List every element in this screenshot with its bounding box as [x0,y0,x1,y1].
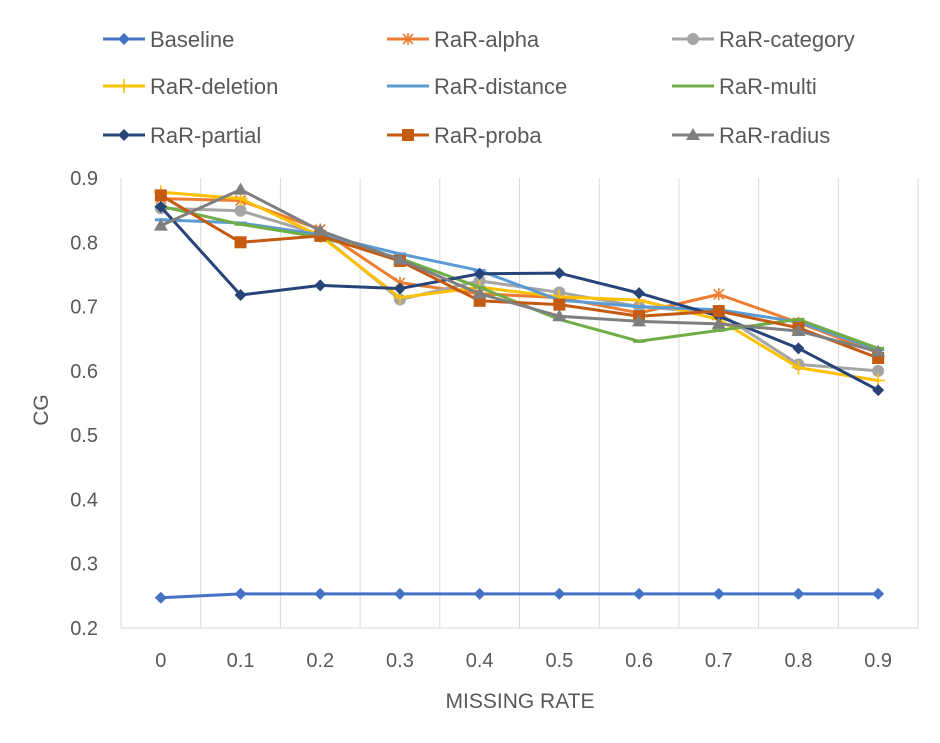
legend-item-rar-multi: RaR-multi [672,74,817,99]
data-point-rar-proba [553,298,566,311]
data-point-rar-radius [472,286,487,299]
data-point-baseline [314,587,327,600]
data-point-rar-partial [473,267,486,280]
x-tick-label: 0.3 [386,650,414,672]
data-point-rar-partial [553,267,566,280]
data-point-rar-radius [632,314,647,327]
data-point-baseline [473,587,486,600]
legend-item-rar-deletion: RaR-deletion [103,74,278,99]
legend-label: RaR-partial [150,123,261,148]
data-point-rar-radius [313,223,328,236]
data-point-rar-partial [154,200,167,213]
y-tick-label: 0.8 [70,232,98,254]
data-point-rar-radius [711,316,726,329]
data-point-rar-radius [153,218,168,231]
data-point-rar-radius [233,182,248,195]
series-line-rar-deletion [159,190,880,382]
legend-swatch-marker [117,79,131,93]
x-tick-label: 0.9 [864,650,892,672]
series-rar-radius [153,182,886,357]
data-point-rar-alpha [713,288,725,301]
legend: Baseline RaR-alpha RaR-category RaR-deletio… [103,27,855,148]
x-tick-label: 0.5 [545,650,573,672]
y-tick-label: 0.7 [70,297,98,319]
y-tick-label: 0.3 [70,554,98,576]
legend-swatch-marker [686,128,700,140]
data-point-rar-proba [154,189,167,202]
data-point-rar-category [234,204,247,217]
legend-item-rar-partial: RaR-partial [103,123,261,148]
data-point-baseline [792,587,805,600]
series-line-rar-alpha [159,197,880,355]
legend-label: RaR-category [719,27,855,52]
series-rar-partial [154,200,885,397]
series-baseline [154,587,885,604]
data-point-rar-radius [791,324,806,336]
x-axis-title: MISSING RATE [446,690,595,713]
data-point-baseline [393,587,406,600]
legend-label: RaR-distance [434,74,567,99]
legend-swatch-marker [402,33,414,45]
legend-label: RaR-proba [434,123,542,148]
legend-item-rar-alpha: RaR-alpha [387,27,540,52]
data-point-baseline [553,587,566,600]
data-point-baseline [872,587,885,600]
legend-item-rar-category: RaR-category [672,27,855,52]
data-point-baseline [154,591,167,604]
data-point-rar-partial [314,279,327,292]
data-point-rar-radius [871,344,886,357]
series-line-rar-proba [159,193,880,360]
data-point-rar-radius [552,309,567,322]
data-point-baseline [234,587,247,600]
legend-item-rar-proba: RaR-proba [387,123,542,148]
x-tick-label: 0.1 [227,650,255,672]
series-group [153,182,886,604]
series-line-rar-partial [159,205,880,392]
x-tick-label: 0.6 [625,650,653,672]
y-axis-title: CG [30,394,53,426]
data-point-rar-partial [393,282,406,295]
legend-swatch-marker [687,33,699,45]
legend-item-rar-radius: RaR-radius [672,123,830,148]
series-line-baseline [159,592,880,600]
legend-item-rar-distance: RaR-distance [387,74,567,99]
data-point-rar-deletion [791,360,806,375]
data-point-rar-radius [392,252,407,265]
x-tick-label: 0.8 [785,650,813,672]
legend-label: Baseline [150,27,234,52]
legend-swatch-marker [402,129,414,141]
x-tick-label: 0.7 [705,650,733,672]
legend-label: RaR-deletion [150,74,278,99]
x-tick-label: 0 [155,650,166,672]
data-point-baseline [633,587,646,600]
legend-swatch-marker [118,33,130,45]
y-tick-label: 0.4 [70,489,98,511]
data-point-rar-partial [234,289,247,301]
legend-swatch-marker [118,129,130,141]
axes: 0.2 0.3 0.4 0.5 0.6 0.7 0.8 0.9 0 0.1 0.2 0.3 0.4 0.5… [70,168,918,672]
x-tick-label: 0.4 [466,650,494,672]
data-point-rar-proba [234,236,247,249]
y-tick-label: 0.6 [70,361,98,383]
y-tick-label: 0.9 [70,168,98,190]
series-line-rar-distance [159,218,880,352]
y-tick-label: 0.5 [70,425,98,447]
series-line-rar-radius [159,188,880,354]
legend-label: RaR-radius [719,123,830,148]
legend-label: RaR-alpha [434,27,540,52]
data-point-rar-category [872,364,885,377]
data-point-rar-partial [633,287,646,300]
data-point-rar-partial [872,384,885,397]
data-point-rar-proba [712,305,725,318]
y-tick-label: 0.2 [70,618,98,640]
x-tick-label: 0.2 [306,650,334,672]
legend-item-baseline: Baseline [103,27,234,52]
data-point-rar-partial [792,342,805,355]
data-point-baseline [712,587,725,600]
legend-label: RaR-multi [719,74,817,99]
